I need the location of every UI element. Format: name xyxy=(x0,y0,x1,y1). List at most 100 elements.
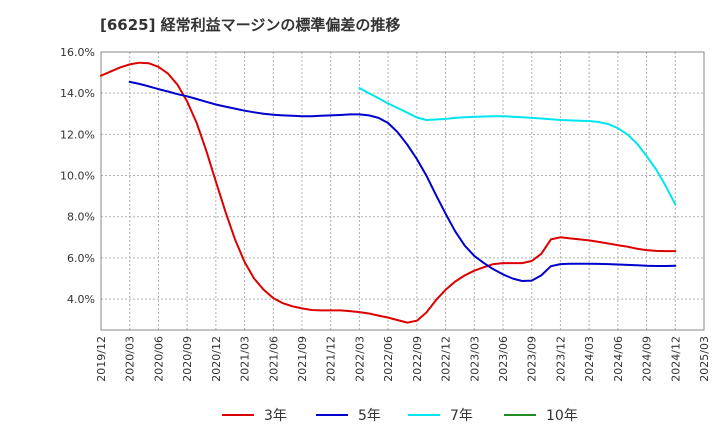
x-tick-label: 2024/03 xyxy=(583,336,596,382)
data-point xyxy=(636,264,638,266)
data-point xyxy=(215,104,217,106)
data-point xyxy=(579,263,581,265)
data-point xyxy=(215,181,217,183)
data-point xyxy=(196,122,198,124)
data-point xyxy=(234,108,236,110)
data-point xyxy=(464,274,466,276)
data-point xyxy=(454,230,456,232)
x-tick-label: 2022/06 xyxy=(382,336,395,382)
data-point xyxy=(502,273,504,275)
x-tick-label: 2020/09 xyxy=(181,336,194,382)
data-point xyxy=(531,260,533,262)
data-point xyxy=(253,278,255,280)
data-point xyxy=(617,264,619,266)
data-point xyxy=(320,309,322,311)
data-point xyxy=(119,66,121,68)
data-point xyxy=(186,95,188,97)
data-point xyxy=(550,118,552,120)
series-line-3年 xyxy=(100,61,677,324)
x-tick-label: 2023/03 xyxy=(468,336,481,382)
data-point xyxy=(655,250,657,252)
data-point xyxy=(291,115,293,117)
data-point xyxy=(138,83,140,85)
data-point xyxy=(378,97,380,99)
data-point xyxy=(540,274,542,276)
y-tick-label: 14.0% xyxy=(60,87,95,100)
data-point xyxy=(435,194,437,196)
data-point xyxy=(540,118,542,120)
data-point xyxy=(617,127,619,129)
data-point xyxy=(148,85,150,87)
x-tick-label: 2022/12 xyxy=(440,336,453,382)
data-point xyxy=(646,265,648,267)
data-point xyxy=(301,307,303,309)
chart-title: [6625] 経常利益マージンの標準偏差の推移 xyxy=(100,16,401,34)
plot-area-frame xyxy=(100,51,705,331)
data-point xyxy=(559,236,561,238)
data-point xyxy=(244,261,246,263)
data-point xyxy=(550,238,552,240)
data-point xyxy=(205,101,207,103)
data-point xyxy=(129,81,131,83)
data-point xyxy=(425,119,427,121)
x-tick-label: 2022/03 xyxy=(353,336,366,382)
data-point xyxy=(282,302,284,304)
data-point xyxy=(626,264,628,266)
data-point xyxy=(301,115,303,117)
data-point xyxy=(521,280,523,282)
data-point xyxy=(167,91,169,93)
y-tick-label: 16.0% xyxy=(60,46,95,59)
data-point xyxy=(368,313,370,315)
data-point xyxy=(598,241,600,243)
data-point xyxy=(665,185,667,187)
data-point xyxy=(406,322,408,324)
data-point xyxy=(454,117,456,119)
data-point xyxy=(263,113,265,115)
x-tick-label: 2023/12 xyxy=(554,336,567,382)
data-point xyxy=(339,309,341,311)
legend-label: 3年 xyxy=(264,408,287,424)
data-point xyxy=(617,244,619,246)
data-point xyxy=(406,112,408,114)
grid-lines xyxy=(100,51,705,330)
data-point xyxy=(253,111,255,113)
x-tick-label: 2019/12 xyxy=(95,336,108,382)
data-point xyxy=(320,115,322,117)
x-tick-label: 2021/03 xyxy=(239,336,252,382)
data-point xyxy=(626,133,628,135)
data-point xyxy=(368,114,370,116)
data-point xyxy=(378,117,380,119)
axes: 4.0% 6.0% 8.0% 10.0% 12.0% 14.0% 16.0% 2019/12 2… xyxy=(60,46,711,382)
data-point xyxy=(636,143,638,145)
data-point xyxy=(196,98,198,100)
data-point xyxy=(263,289,265,291)
data-point xyxy=(483,266,485,268)
data-point xyxy=(483,262,485,264)
x-tick-label: 2020/12 xyxy=(210,336,223,382)
data-point xyxy=(157,66,159,68)
data-point xyxy=(224,211,226,213)
data-point xyxy=(339,114,341,116)
data-point xyxy=(425,175,427,177)
data-point xyxy=(607,243,609,245)
data-point xyxy=(674,265,676,267)
data-point xyxy=(464,116,466,118)
data-point xyxy=(607,263,609,265)
data-point xyxy=(502,262,504,264)
data-point xyxy=(311,115,313,117)
data-point xyxy=(224,106,226,108)
data-point xyxy=(569,263,571,265)
y-tick-label: 12.0% xyxy=(60,128,95,141)
data-point xyxy=(559,263,561,265)
data-point xyxy=(445,118,447,120)
data-point xyxy=(110,71,112,73)
data-point xyxy=(435,299,437,301)
data-point xyxy=(330,309,332,311)
data-point xyxy=(387,103,389,105)
data-point xyxy=(521,116,523,118)
data-point xyxy=(425,312,427,314)
data-point xyxy=(674,250,676,252)
y-tick-label: 10.0% xyxy=(60,170,95,183)
data-point xyxy=(559,119,561,121)
